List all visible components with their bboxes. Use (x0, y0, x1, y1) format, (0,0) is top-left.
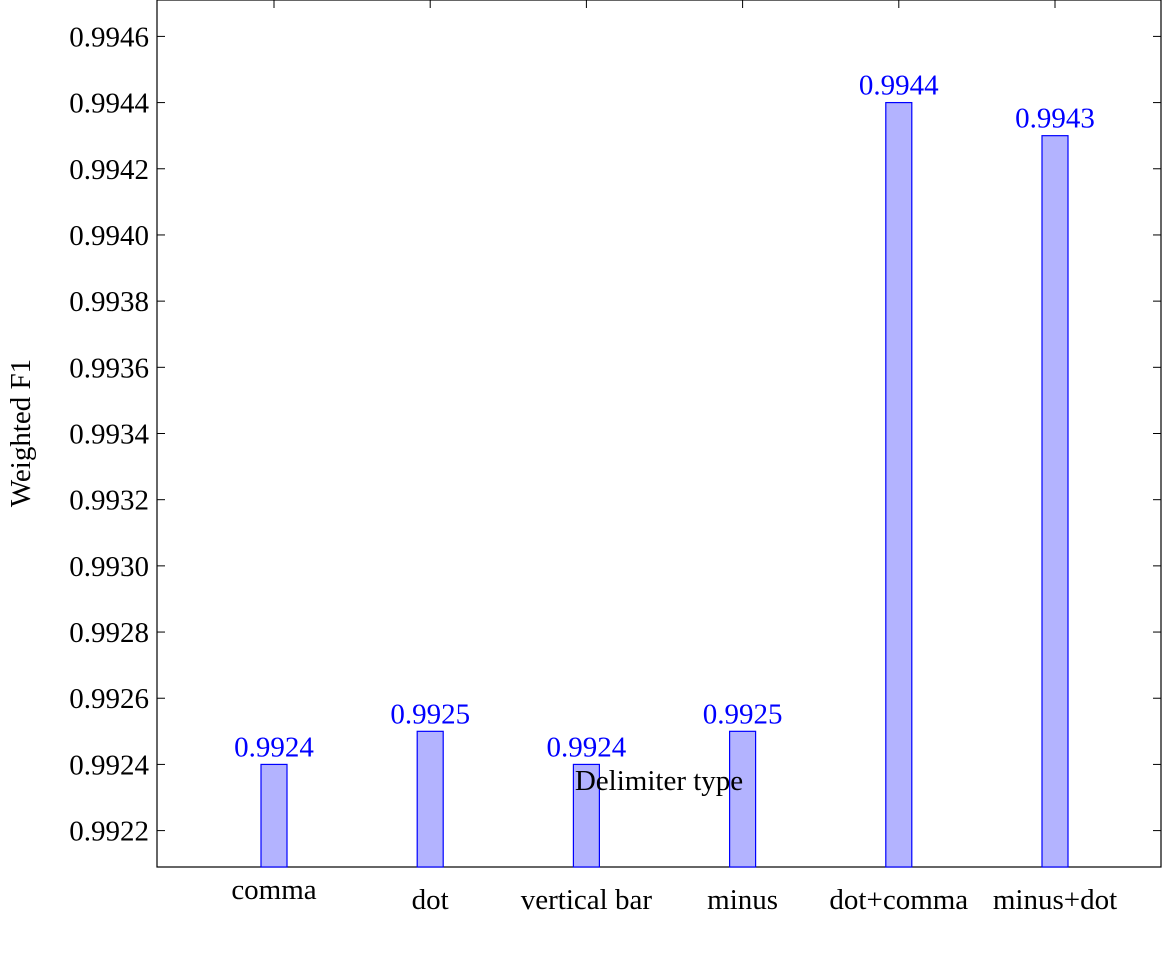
bar-value-label: 0.9943 (1015, 103, 1095, 135)
bar-value-label: 0.9924 (547, 731, 627, 763)
x-tick-label: minus+dot (993, 884, 1117, 916)
y-tick-label: 0.9926 (69, 683, 149, 715)
y-tick-label: 0.9930 (69, 551, 149, 583)
y-tick-label: 0.9946 (69, 21, 149, 53)
bar-value-label: 0.9944 (859, 70, 939, 102)
bar-value-label: 0.9924 (234, 731, 314, 763)
bar-value-label: 0.9925 (703, 698, 783, 730)
y-tick-label: 0.9924 (69, 749, 149, 781)
y-tick-label: 0.9940 (69, 220, 149, 252)
data-labels: 0.9924 0.9925 0.9924 0.9925 0.9944 0.9943 (234, 70, 1095, 764)
y-axis-ticks: 0.9922 0.9924 0.9926 0.9928 0.9930 0.9932 0.99… (69, 21, 1161, 848)
x-axis-title: Delimiter type (575, 765, 743, 797)
y-tick-label: 0.9934 (69, 419, 149, 451)
x-tick-label: dot+comma (829, 884, 968, 916)
y-tick-label: 0.9922 (69, 816, 149, 848)
y-tick-label: 0.9942 (69, 154, 149, 186)
y-tick-label: 0.9928 (69, 617, 149, 649)
x-tick-label: dot (412, 884, 449, 916)
bar (728, 730, 757, 868)
bar (1041, 135, 1069, 868)
x-axis-ticks: comma dot vertical bar minus dot+comma minus+… (231, 0, 1117, 916)
y-axis-title: Weighted F1 (5, 359, 37, 507)
bar (416, 730, 444, 868)
x-tick-label: vertical bar (521, 884, 653, 916)
bar (572, 763, 601, 868)
x-tick-label: comma (231, 874, 316, 906)
bar-value-label: 0.9925 (390, 698, 470, 730)
y-tick-label: 0.9938 (69, 286, 149, 318)
bar (260, 763, 288, 868)
y-tick-label: 0.9932 (69, 485, 149, 517)
bar (885, 101, 913, 868)
y-tick-label: 0.9936 (69, 352, 149, 384)
bars (260, 101, 1069, 868)
x-tick-label: minus (707, 884, 778, 916)
y-tick-label: 0.9944 (69, 88, 149, 120)
